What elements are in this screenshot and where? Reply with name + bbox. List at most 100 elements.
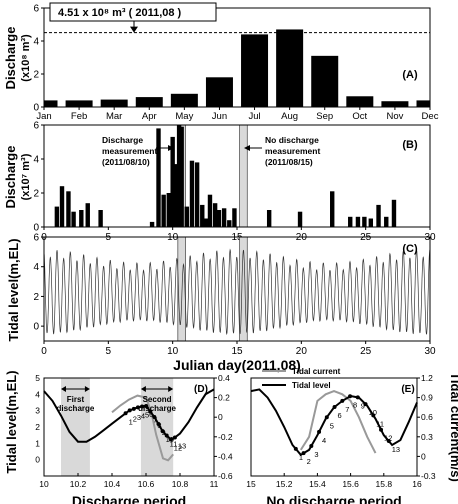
measurement-label: 5 bbox=[145, 411, 149, 420]
measurement-label: 13 bbox=[178, 441, 186, 450]
y-axis-title-c: Tidal level(m,EL) bbox=[6, 238, 21, 341]
bar-month-may bbox=[170, 93, 198, 107]
bar-month-aug bbox=[276, 29, 304, 108]
discharge-bar bbox=[161, 194, 166, 227]
discharge-bar bbox=[200, 204, 205, 227]
x-tick-label-a: Jul bbox=[248, 111, 260, 122]
x-axis-title: Discharge period bbox=[72, 493, 186, 504]
tidal-current-line bbox=[299, 390, 377, 454]
measurement-point bbox=[127, 408, 132, 413]
measurement-label: 1 bbox=[129, 417, 133, 426]
annotation-discharge-line1: Discharge bbox=[102, 135, 143, 145]
shade-label-line1: Second bbox=[143, 395, 172, 404]
panel-label-a: (A) bbox=[402, 69, 418, 81]
bar-month-jan bbox=[44, 100, 58, 107]
tidal-level-series bbox=[43, 248, 431, 336]
discharge-bar bbox=[174, 164, 179, 227]
measurement-label: 11 bbox=[376, 419, 384, 428]
panel-label-c: (C) bbox=[402, 243, 418, 255]
y-axis-unit-b: (x10⁷ m³) bbox=[20, 153, 32, 200]
discharge-bar bbox=[362, 216, 367, 227]
panel-label-b: (B) bbox=[402, 139, 418, 151]
tidal-current-line bbox=[111, 394, 174, 462]
measurement-point bbox=[317, 429, 322, 434]
y-axis-unit-a: (x10⁸ m³) bbox=[20, 34, 32, 82]
x-tick-label-a: Apr bbox=[142, 111, 157, 122]
discharge-bar bbox=[207, 194, 213, 227]
y-tick-label-b: 6 bbox=[33, 121, 39, 132]
y-axis-title-b: Discharge bbox=[3, 146, 18, 209]
measurement-point bbox=[168, 437, 173, 442]
y-tick-label-right: -0.2 bbox=[218, 432, 233, 442]
x-tick-label: 15.4 bbox=[309, 479, 326, 489]
annotation-arrowhead-b2 bbox=[244, 145, 250, 151]
bar-month-sep bbox=[311, 55, 339, 107]
panel-b: 0510152025300246Dischargemeasurement(201… bbox=[3, 121, 436, 244]
measurement-point bbox=[144, 403, 149, 408]
y-axis-title-a: Discharge bbox=[3, 27, 18, 90]
y-tick-label-right: -0.3 bbox=[421, 471, 436, 481]
discharge-bar bbox=[297, 211, 303, 227]
shade-arrowhead bbox=[140, 386, 146, 392]
measurement-label: 3 bbox=[137, 413, 141, 422]
x-axis-title: No discharge period bbox=[266, 493, 401, 504]
measurement-point bbox=[363, 402, 368, 407]
y-tick-label-right: 0 bbox=[218, 412, 223, 422]
shade-label-line1: First bbox=[67, 395, 85, 404]
measurement-label: 4 bbox=[322, 436, 326, 445]
shade-arrowhead bbox=[84, 386, 90, 392]
x-tick-label-c: 15 bbox=[231, 346, 243, 357]
x-tick-label-a: Mar bbox=[106, 111, 122, 122]
discharge-bar bbox=[391, 199, 397, 227]
x-tick-label-a: Oct bbox=[352, 111, 367, 122]
x-tick-label: 16 bbox=[412, 479, 422, 489]
measurement-point bbox=[152, 415, 157, 420]
x-tick-label: 15.6 bbox=[342, 479, 359, 489]
measurement-point bbox=[355, 395, 360, 400]
discharge-bar bbox=[98, 210, 103, 227]
y-tick-label-left: 4 bbox=[35, 389, 40, 399]
legend-label-level: Tidal level bbox=[292, 381, 331, 390]
measurement-label: 2 bbox=[133, 414, 137, 423]
y-tick-label-left: 2 bbox=[35, 422, 40, 432]
discharge-bar bbox=[376, 204, 381, 227]
y-tick-label-c: 4 bbox=[33, 262, 39, 273]
measurement-point bbox=[371, 413, 376, 418]
x-tick-label-a: Aug bbox=[281, 111, 298, 122]
x-tick-label-a: Dec bbox=[422, 111, 439, 122]
discharge-bar bbox=[166, 193, 172, 227]
x-tick-label-a: Jan bbox=[36, 111, 51, 122]
x-tick-label-c: 0 bbox=[41, 346, 47, 357]
measurement-label: 2 bbox=[307, 457, 311, 466]
discharge-bar bbox=[71, 211, 76, 227]
y-tick-label-right: 0.6 bbox=[421, 412, 433, 422]
x-tick-label-c: 5 bbox=[106, 346, 112, 357]
measurement-point bbox=[131, 406, 136, 411]
discharge-bar bbox=[149, 221, 155, 227]
annotation-discharge-line2: measurement bbox=[102, 146, 157, 156]
measurement-point bbox=[156, 422, 161, 427]
x-tick-label-a: Nov bbox=[386, 111, 403, 122]
y-tick-label-b: 4 bbox=[33, 155, 39, 166]
x-tick-label: 10.2 bbox=[70, 479, 87, 489]
y-tick-label-right: 1.2 bbox=[421, 373, 433, 383]
y-tick-label-b: 0 bbox=[33, 223, 39, 234]
panel-label-e: (E) bbox=[401, 384, 414, 395]
x-tick-label-c: 20 bbox=[296, 346, 308, 357]
bar-month-oct bbox=[346, 96, 374, 107]
discharge-bar bbox=[384, 216, 389, 227]
panel-label-d: (D) bbox=[194, 384, 208, 395]
plot-frame-e bbox=[250, 377, 418, 477]
y-tick-label-a: 4 bbox=[33, 37, 39, 48]
measurement-point bbox=[135, 405, 140, 410]
bar-month-apr bbox=[135, 97, 163, 107]
measurement-point bbox=[348, 394, 353, 399]
y-tick-label-a: 2 bbox=[33, 70, 39, 81]
annotation-arrowhead bbox=[130, 26, 138, 33]
x-tick-label: 10.8 bbox=[172, 479, 189, 489]
measurement-point bbox=[332, 404, 337, 409]
x-tick-label: 15 bbox=[246, 479, 256, 489]
measurement-label: 6 bbox=[338, 411, 342, 420]
